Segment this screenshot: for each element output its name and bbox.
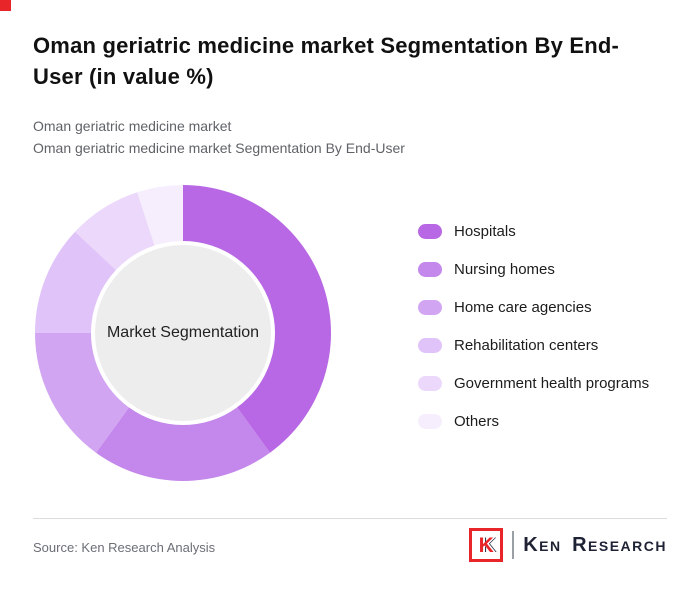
donut-slice-hospitals <box>183 185 332 453</box>
footer-divider <box>33 518 667 519</box>
legend-item: Home care agencies <box>418 296 649 318</box>
legend-label: Home care agencies <box>454 298 592 316</box>
legend-item: Others <box>418 410 649 432</box>
donut-slice-rehabilitation-centers <box>35 231 116 333</box>
legend-label: Government health programs <box>454 374 650 392</box>
ken-research-logo-text: Ken Research <box>523 534 667 557</box>
donut-slice-nursing-homes <box>96 407 270 482</box>
donut-slice-government-health-programs <box>75 192 155 271</box>
corner-accent <box>0 0 11 11</box>
ken-research-logo-mark: K <box>469 528 504 562</box>
page-title: Oman geriatric medicine market Segmentat… <box>33 33 620 89</box>
legend-swatch <box>418 413 442 429</box>
donut-center-label: Market Segmentation <box>106 324 260 341</box>
donut-chart: Market Segmentation <box>33 183 333 483</box>
legend-swatch <box>418 261 442 277</box>
subtitle-market: Oman geriatric medicine market <box>33 118 232 134</box>
donut-center-circle <box>95 245 271 421</box>
logo-word-ken: Ken <box>523 533 562 556</box>
legend-label: Nursing homes <box>454 260 555 278</box>
legend-item: Rehabilitation centers <box>418 334 649 356</box>
legend-swatch <box>418 299 442 315</box>
donut-slice-others <box>137 185 183 246</box>
legend-swatch <box>418 223 442 239</box>
legend-swatch <box>418 337 442 353</box>
ken-research-logo: K Ken Research <box>469 528 667 562</box>
legend: Hospitals Nursing homes Home care agencies… <box>418 220 649 432</box>
legend-label: Hospitals <box>454 222 516 240</box>
subtitle-segmentation: Oman geriatric medicine market Segmentat… <box>33 140 405 156</box>
donut-chart-svg <box>35 185 332 482</box>
legend-item: Hospitals <box>418 220 649 242</box>
source-text: Source: Ken Research Analysis <box>33 540 216 555</box>
donut-slice-home-care-agencies <box>35 333 129 453</box>
legend-swatch <box>418 375 442 391</box>
logo-word-research: Research <box>572 533 667 556</box>
logo-separator <box>512 531 515 559</box>
legend-label: Others <box>454 412 500 430</box>
legend-item: Nursing homes <box>418 258 649 280</box>
k-logo-icon: K <box>478 533 494 557</box>
legend-label: Rehabilitation centers <box>454 336 599 354</box>
chart-subtitles: Oman geriatric medicine market Oman geri… <box>33 115 653 159</box>
legend-item: Government health programs <box>418 372 649 394</box>
